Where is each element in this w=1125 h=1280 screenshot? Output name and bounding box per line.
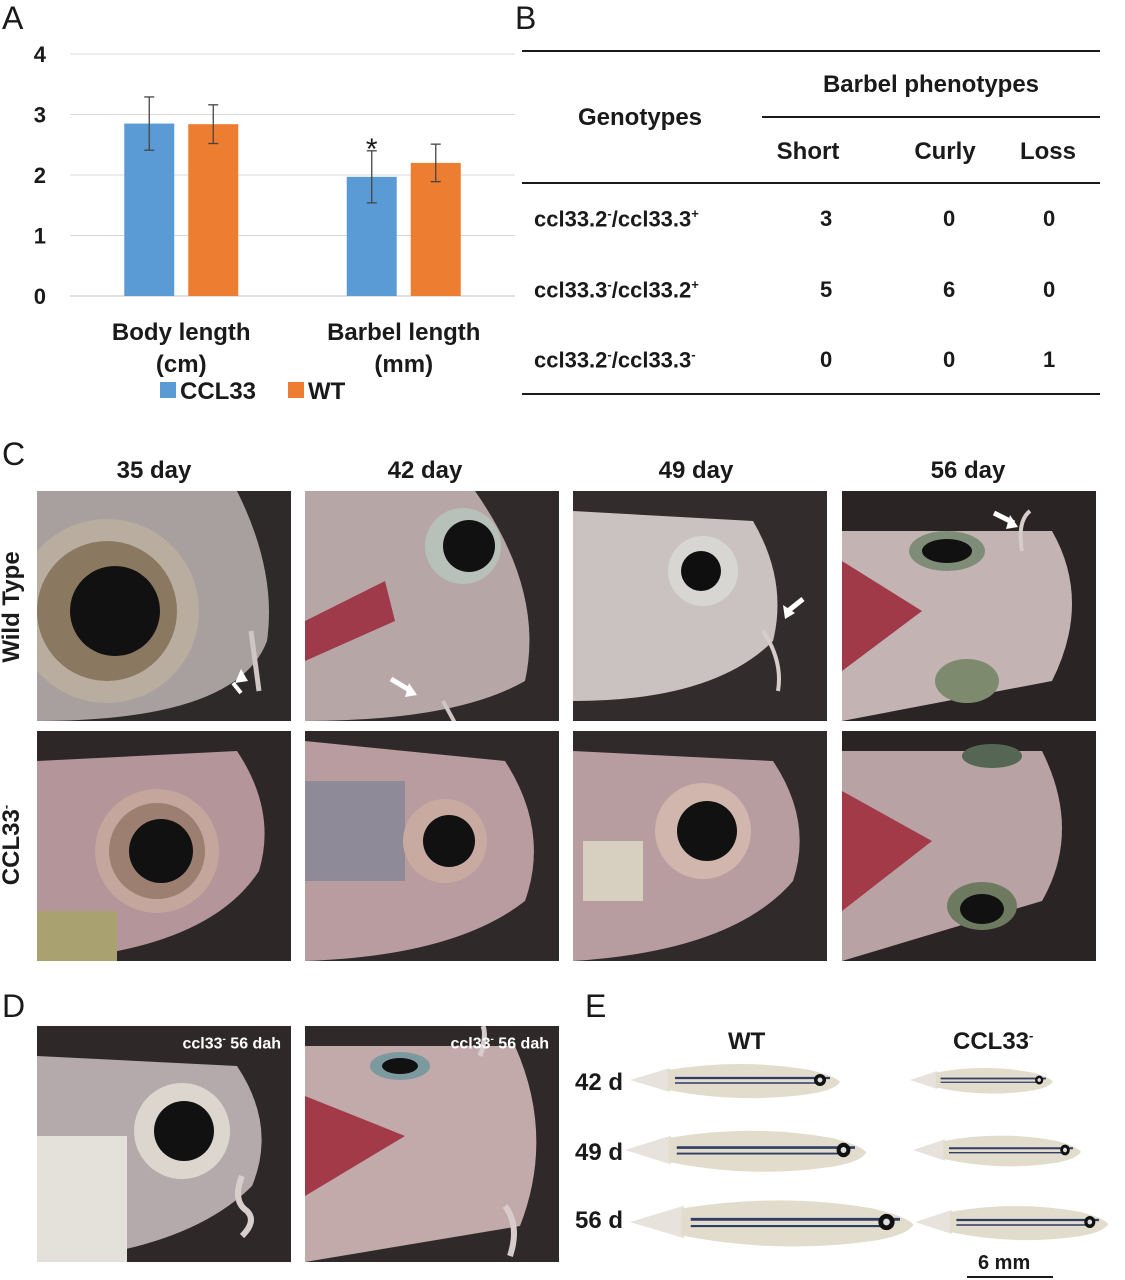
panel-label-a: A	[2, 0, 24, 36]
y-tick-label: 4	[34, 42, 47, 67]
table-cell: 0	[1043, 206, 1056, 231]
table-row-genotype: ccl33.2-/ccl33.3+	[534, 206, 699, 232]
table-row-genotype: ccl33.3-/ccl33.2+	[534, 277, 699, 303]
photo-label: ccl33- 56 dah	[182, 1034, 281, 1053]
y-tick-label: 3	[34, 103, 46, 128]
table-bottom-rule	[522, 393, 1100, 395]
table-cell: 0	[820, 347, 833, 372]
table-sub-rule	[762, 116, 1100, 118]
legend-swatch	[160, 382, 176, 398]
photo-wt-42d	[305, 491, 559, 721]
row-label-age: 49 d	[575, 1139, 624, 1166]
significance-marker: *	[366, 133, 378, 166]
column-header-wt: WT	[728, 1028, 766, 1055]
scale-bar-label: 6 mm	[978, 1252, 1031, 1274]
scale-bar	[967, 1276, 1053, 1278]
photo-ccl33-56d	[842, 731, 1096, 961]
panel-label-d: D	[2, 988, 26, 1024]
table-header-rule	[522, 182, 1100, 184]
table-header-genotypes: Genotypes	[577, 104, 703, 131]
photo-ccl33-49d	[573, 731, 827, 961]
table-cell: 0	[943, 206, 956, 231]
table-subheader-short: Short	[776, 138, 840, 165]
bar	[124, 123, 175, 296]
row-label-age: 42 d	[575, 1069, 624, 1096]
panel-label-c: C	[2, 436, 26, 472]
column-header: 42 day	[387, 457, 463, 484]
legend-label: WT	[308, 378, 346, 405]
photo-wt-56d	[842, 491, 1096, 721]
table-cell: 3	[820, 206, 833, 231]
y-tick-label: 2	[34, 163, 46, 188]
row-header-ccl33: CCL33-	[0, 805, 25, 886]
table-cell: 5	[820, 277, 833, 302]
panel-label-e: E	[585, 988, 607, 1024]
photo-d-ventral: ccl33- 56 dah	[305, 1026, 559, 1262]
row-label-age: 56 d	[575, 1207, 624, 1234]
table-cell: 0	[1043, 277, 1056, 302]
column-header: 35 day	[116, 457, 192, 484]
x-category-label: (mm)	[374, 351, 433, 378]
legend-label: CCL33	[180, 378, 256, 405]
y-tick-label: 1	[34, 224, 46, 249]
x-category-label: Barbel length	[327, 319, 480, 346]
photo-d-side: ccl33- 56 dah	[37, 1026, 291, 1262]
column-header: 56 day	[930, 457, 1006, 484]
y-tick-label: 0	[34, 284, 46, 309]
table-cell: 0	[943, 347, 956, 372]
row-header-wild-type: Wild Type	[0, 551, 25, 663]
fish-lineup	[625, 1062, 1110, 1249]
bar-chart: 0 1 2 3 4 * Body length (cm) Barbel length (mm) CC…	[34, 42, 515, 405]
table-top-rule	[522, 50, 1100, 52]
table-row-genotype: ccl33.2-/ccl33.3-	[534, 347, 696, 373]
panel-label-b: B	[515, 0, 537, 36]
photo-label: ccl33- 56 dah	[450, 1034, 549, 1053]
photo-wt-49d	[573, 491, 827, 721]
photo-ccl33-35d	[37, 731, 291, 961]
column-header-ccl33: CCL33-	[953, 1028, 1034, 1055]
bar	[410, 162, 461, 296]
table-subheader-curly: Curly	[914, 138, 976, 165]
table-header-phenotypes: Barbel phenotypes	[822, 71, 1040, 98]
table-cell: 6	[943, 277, 956, 302]
legend-swatch	[288, 382, 304, 398]
x-category-label: (cm)	[156, 351, 207, 378]
table-cell: 1	[1043, 347, 1056, 372]
table-subheader-loss: Loss	[1019, 138, 1076, 165]
bar	[188, 124, 239, 297]
photo-ccl33-42d	[305, 731, 559, 961]
column-header: 49 day	[658, 457, 734, 484]
x-category-label: Body length	[112, 319, 251, 346]
photo-wt-35d	[37, 491, 291, 721]
